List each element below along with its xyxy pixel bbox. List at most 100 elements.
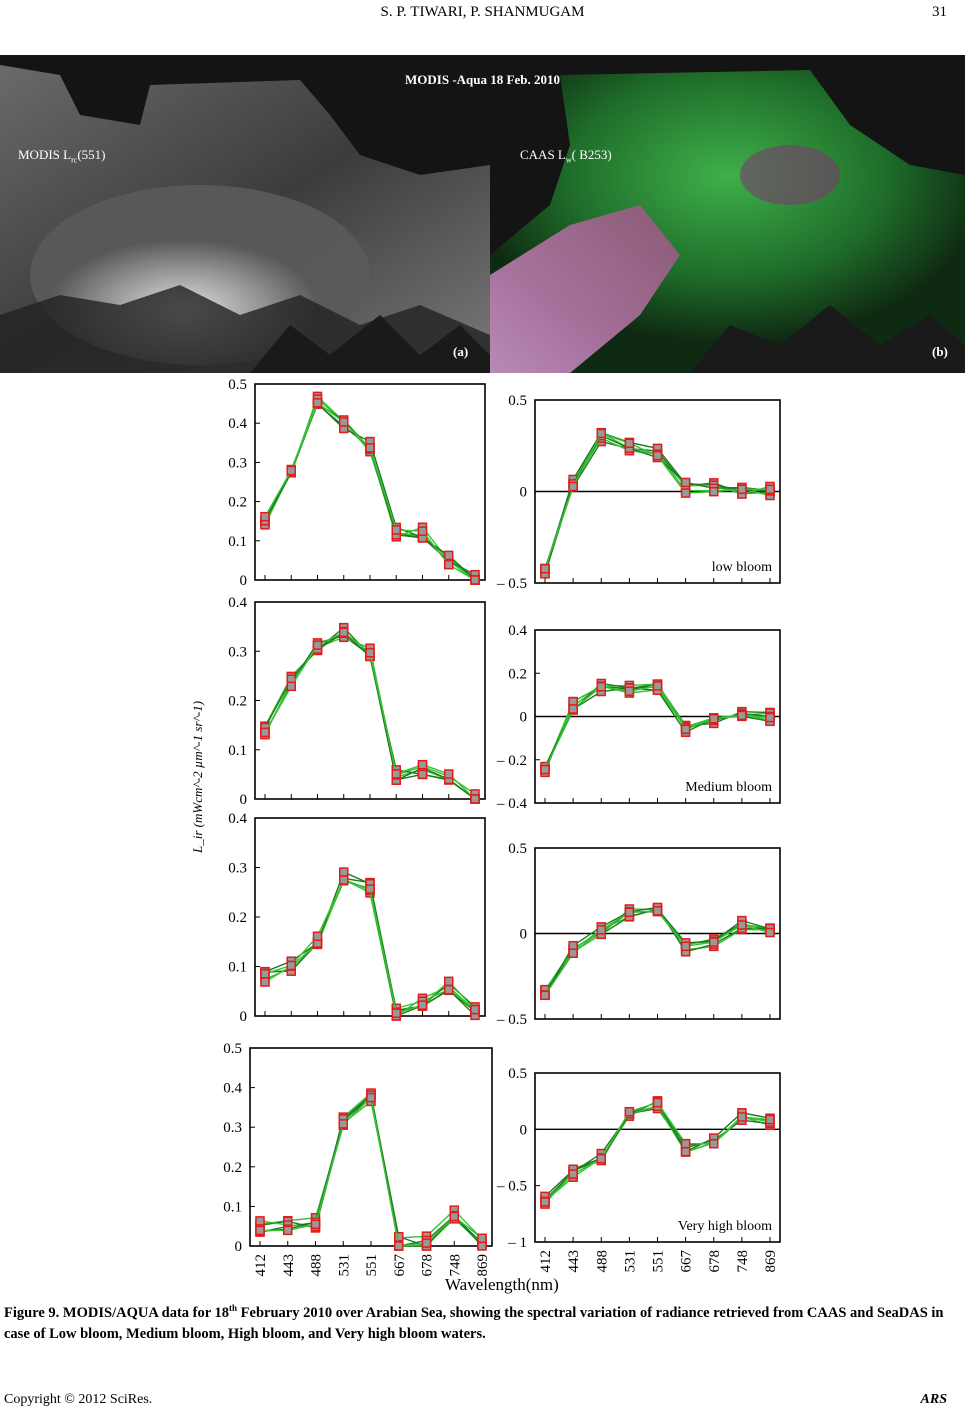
data-point	[444, 559, 454, 570]
series-line	[544, 910, 771, 991]
data-point	[312, 398, 323, 408]
y-tick-label: 0	[520, 1122, 528, 1138]
data-point	[365, 884, 375, 894]
data-point	[470, 575, 480, 585]
series-line	[264, 878, 476, 1018]
x-tick-label: 443	[281, 1254, 297, 1277]
y-tick-label: 0.3	[228, 455, 247, 471]
data-point	[444, 984, 454, 995]
data-point	[365, 443, 375, 453]
caas-radiance-image	[490, 55, 965, 373]
data-point	[680, 488, 691, 498]
data-point	[680, 1146, 691, 1157]
y-tick-label: 0.4	[508, 623, 527, 639]
data-point	[283, 1225, 293, 1236]
data-point	[421, 1238, 432, 1248]
data-point	[680, 477, 691, 488]
series-line	[544, 682, 771, 770]
y-tick-label: 0.3	[228, 644, 247, 660]
x-tick-label: 869	[475, 1254, 491, 1277]
data-point	[680, 724, 691, 735]
x-tick-label: 531	[336, 1254, 352, 1277]
modis-label: MODIS Lrc(551)	[18, 147, 105, 165]
y-tick-label: 0	[520, 485, 528, 501]
data-point	[260, 977, 270, 987]
y-tick-label: 0.2	[223, 1160, 242, 1176]
y-tick-label: 0.2	[228, 910, 247, 926]
y-tick-label: 0.1	[228, 960, 247, 976]
panel-b-label: (b)	[932, 344, 948, 359]
y-tick-label: 0.2	[228, 495, 247, 511]
satellite-figure	[0, 55, 965, 373]
y-tick-label: 0.1	[228, 534, 247, 550]
series-line	[544, 1105, 771, 1202]
data-point	[312, 931, 323, 941]
data-point	[765, 1114, 775, 1125]
x-tick-label: 412	[538, 1250, 554, 1273]
panel-a-label: (a)	[453, 344, 469, 359]
data-point	[449, 1211, 459, 1222]
y-tick-label: 0.2	[508, 666, 527, 682]
caption-sup: th	[229, 1303, 238, 1313]
data-point	[540, 764, 550, 775]
y-tick-label: – 0.5	[496, 1012, 527, 1028]
bloom-label: Very high bloom	[678, 1219, 772, 1234]
y-tick-label: 0	[240, 792, 248, 808]
series-line	[544, 683, 771, 770]
x-tick-label: 667	[679, 1250, 695, 1273]
series-line	[264, 402, 476, 576]
series-line	[544, 1099, 771, 1203]
data-point	[652, 450, 663, 461]
data-point	[624, 438, 635, 448]
data-point	[339, 417, 349, 427]
data-point	[260, 727, 270, 738]
data-point	[709, 486, 719, 497]
y-tick-label: 0.4	[223, 1081, 242, 1097]
page-number: 31	[932, 4, 947, 20]
y-tick-label: 0.2	[228, 694, 247, 710]
y-tick-label: 0.5	[228, 377, 247, 393]
data-point	[339, 875, 349, 885]
y-tick-label: 0.3	[223, 1120, 242, 1136]
caas-label-end: ( B253)	[571, 147, 612, 162]
data-point	[312, 640, 323, 650]
data-point	[444, 769, 454, 779]
series-line	[264, 879, 476, 1017]
series-line	[264, 878, 476, 1011]
y-tick-label: 0	[520, 927, 528, 943]
modis-radiance-image	[0, 55, 490, 373]
data-point	[286, 681, 296, 692]
data-point	[709, 714, 719, 724]
data-point	[765, 927, 775, 938]
x-tick-label: 551	[651, 1250, 667, 1273]
data-point	[477, 1233, 487, 1244]
series-line	[544, 1100, 771, 1205]
y-tick-label: 0.3	[228, 861, 247, 877]
data-point	[366, 1092, 376, 1103]
data-point	[540, 990, 550, 1001]
x-tick-label: 869	[763, 1250, 779, 1273]
data-point	[680, 1138, 691, 1149]
data-point	[624, 1106, 635, 1117]
x-tick-label: 667	[392, 1254, 408, 1277]
y-tick-label: 0.5	[508, 1066, 527, 1082]
data-point	[765, 712, 775, 723]
modis-label-main: MODIS L	[18, 147, 72, 162]
series-line	[544, 910, 771, 996]
y-tick-label: 0.4	[228, 595, 247, 611]
y-tick-label: 0	[240, 573, 248, 589]
series-line	[264, 403, 476, 580]
modis-label-end: (551)	[77, 147, 106, 162]
data-point	[417, 526, 428, 536]
data-point	[652, 681, 663, 691]
data-point	[255, 1225, 265, 1236]
x-tick-label: 748	[447, 1254, 463, 1277]
data-point	[568, 1169, 578, 1179]
data-point	[624, 907, 635, 918]
y-tick-label: 0.5	[508, 841, 527, 857]
series-line	[544, 906, 771, 996]
series-line	[544, 908, 771, 993]
x-axis-label: Wavelength(nm)	[445, 1275, 559, 1294]
data-point	[737, 920, 747, 930]
